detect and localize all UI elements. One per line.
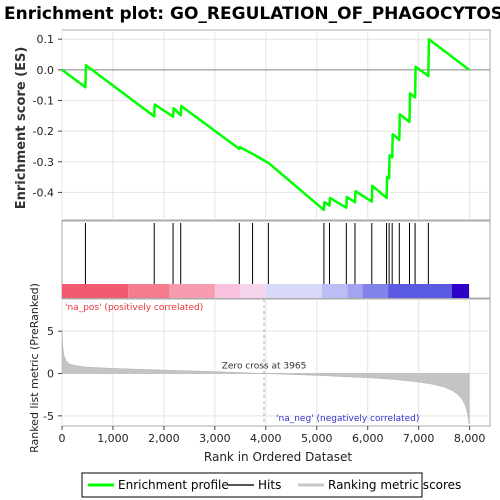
- heatmap-segment-4: [240, 284, 266, 298]
- es-ytick-label-1: 0.0: [37, 64, 55, 77]
- es-ytick-label-2: -0.1: [33, 94, 54, 107]
- heatmap-segment-7: [347, 284, 363, 298]
- heatmap-segment-6: [321, 284, 348, 298]
- legend: Enrichment profile Hits Ranking metric s…: [81, 472, 461, 498]
- zero-cross-label: Zero cross at 3965: [222, 362, 307, 372]
- xtick-label-2: 2,000: [148, 432, 180, 445]
- xtick-label-1: 1,000: [97, 432, 129, 445]
- heatmap-segment-1: [128, 284, 169, 298]
- heatmap-segment-8: [362, 284, 389, 298]
- xtick-label-8: 8,000: [454, 432, 486, 445]
- metric-ylabel: Ranked list metric (PreRanked): [28, 283, 41, 453]
- hits-panel: [61, 220, 491, 299]
- metric-ytick-label-2: -5: [43, 410, 54, 423]
- heatmap-segment-0: [62, 284, 129, 298]
- xtick-label-3: 3,000: [199, 432, 231, 445]
- neg-correlated-label: 'na_neg' (negatively correlated): [276, 414, 419, 424]
- xtick-label-7: 7,000: [403, 432, 435, 445]
- xtick-label-4: 4,000: [250, 432, 282, 445]
- es-ytick-label-0: 0.1: [37, 33, 55, 46]
- es-ytick-label-3: -0.2: [33, 125, 54, 138]
- xtick-label-0: 0: [59, 432, 66, 445]
- xtick-label-6: 6,000: [352, 432, 384, 445]
- es-ytick-label-5: -0.4: [33, 186, 54, 199]
- es-ylabel: Enrichment score (ES): [14, 47, 29, 210]
- pos-correlated-label: 'na_pos' (positively correlated): [65, 303, 203, 313]
- heatmap-segment-10: [451, 284, 470, 298]
- legend-hits-label: Hits: [258, 478, 281, 492]
- heatmap-segment-3: [214, 284, 241, 298]
- es-plot-area: [61, 29, 491, 221]
- es-panel: 0.1 0.0 -0.1 -0.2 -0.3 -0.4: [33, 29, 491, 221]
- heatmap-segment-2: [169, 284, 215, 298]
- metric-ytick-label-1: 0: [47, 368, 54, 381]
- legend-metric-label: Ranking metric scores: [328, 478, 461, 492]
- x-axis-label: Rank in Ordered Dataset: [204, 450, 352, 464]
- heatmap-segment-9: [388, 284, 452, 298]
- xtick-label-5: 5,000: [301, 432, 333, 445]
- chart-title: Enrichment plot: GO_REGULATION_OF_PHAGOC…: [4, 4, 500, 24]
- legend-enrichment-label: Enrichment profile: [118, 478, 229, 492]
- heatmap-segment-5: [265, 284, 322, 298]
- es-ytick-label-4: -0.3: [33, 156, 54, 169]
- enrichment-profile-line: [61, 37, 470, 212]
- ranking-metric-area: [61, 330, 470, 425]
- metric-panel: 5 0 -5 Zero cross at 3965 'na_pos' (positive…: [43, 298, 491, 427]
- x-axis: 0 1,000 2,000 3,000 4,000 5,000 6,000 7,000 8,00…: [59, 426, 486, 445]
- metric-ytick-label-0: 5: [47, 325, 54, 338]
